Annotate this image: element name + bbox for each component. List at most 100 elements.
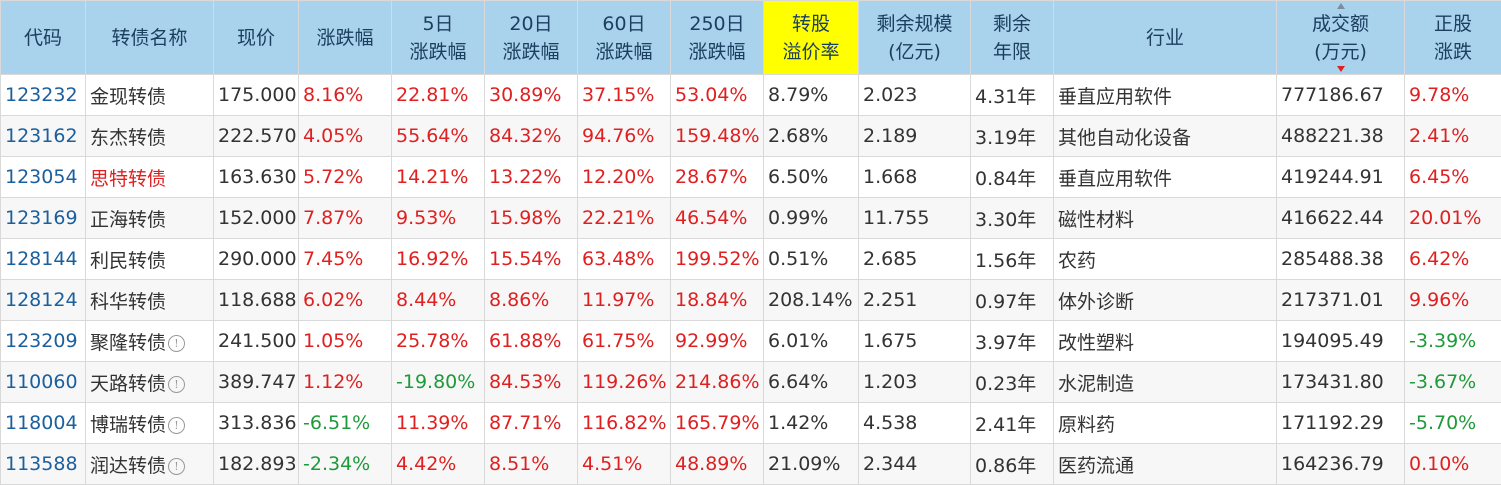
column-header-volume[interactable]: 成交额(万元) (1277, 1, 1405, 75)
column-header-price[interactable]: 现价 (214, 1, 299, 75)
cell-stock_change: 9.78% (1405, 75, 1501, 116)
cell-price: 118.688 (214, 280, 299, 321)
cell-chg250: 92.99% (671, 321, 764, 362)
cell-name[interactable]: 润达转债! (86, 444, 214, 485)
column-header-chg20[interactable]: 20日涨跌幅 (485, 1, 578, 75)
cell-code[interactable]: 123232 (1, 75, 86, 116)
cell-chg5: 8.44% (392, 280, 485, 321)
bond-name-link[interactable]: 科华转债 (90, 291, 166, 313)
bond-name-link[interactable]: 聚隆转债 (90, 332, 166, 354)
cell-code[interactable]: 113588 (1, 444, 86, 485)
column-header-label: 剩余 (971, 10, 1053, 38)
cell-code[interactable]: 123169 (1, 198, 86, 239)
info-circle-icon[interactable]: ! (168, 417, 185, 434)
cell-name[interactable]: 科华转债 (86, 280, 214, 321)
bond-name-link[interactable]: 润达转债 (90, 455, 166, 477)
cell-name[interactable]: 思特转债 (86, 157, 214, 198)
cell-industry: 体外诊断 (1054, 280, 1277, 321)
cell-name[interactable]: 东杰转债 (86, 116, 214, 157)
cell-years: 3.30年 (971, 198, 1054, 239)
column-header-label: 转股 (764, 10, 858, 38)
cell-code[interactable]: 123209 (1, 321, 86, 362)
sort-descending-icon[interactable] (1337, 66, 1345, 72)
bond-name-link[interactable]: 思特转债 (90, 168, 166, 190)
cell-industry: 改性塑料 (1054, 321, 1277, 362)
column-header-premium[interactable]: 转股溢价率 (764, 1, 859, 75)
column-header-years[interactable]: 剩余年限 (971, 1, 1054, 75)
cell-chg250: 28.67% (671, 157, 764, 198)
column-header-label: 溢价率 (764, 38, 858, 66)
info-circle-icon[interactable]: ! (168, 335, 185, 352)
cell-chg60: 12.20% (578, 157, 671, 198)
cell-price: 389.747 (214, 362, 299, 403)
cell-years: 0.23年 (971, 362, 1054, 403)
cell-industry: 垂直应用软件 (1054, 157, 1277, 198)
cell-name[interactable]: 利民转债 (86, 239, 214, 280)
cell-chg250: 165.79% (671, 403, 764, 444)
info-circle-icon[interactable]: ! (168, 376, 185, 393)
cell-stock_change: -3.39% (1405, 321, 1501, 362)
column-header-chg250[interactable]: 250日涨跌幅 (671, 1, 764, 75)
cell-chg5: 11.39% (392, 403, 485, 444)
column-header-size[interactable]: 剩余规模(亿元) (859, 1, 971, 75)
cell-code[interactable]: 110060 (1, 362, 86, 403)
cell-name[interactable]: 博瑞转债! (86, 403, 214, 444)
cell-code[interactable]: 128124 (1, 280, 86, 321)
column-header-chg60[interactable]: 60日涨跌幅 (578, 1, 671, 75)
bond-name-link[interactable]: 天路转债 (90, 373, 166, 395)
cell-chg60: 94.76% (578, 116, 671, 157)
bond-name-link[interactable]: 利民转债 (90, 250, 166, 272)
cell-chg250: 159.48% (671, 116, 764, 157)
cell-change: 1.12% (299, 362, 392, 403)
bond-name-link[interactable]: 博瑞转债 (90, 414, 166, 436)
cell-size: 4.538 (859, 403, 971, 444)
column-header-chg5[interactable]: 5日涨跌幅 (392, 1, 485, 75)
cell-volume: 285488.38 (1277, 239, 1405, 280)
bond-name-link[interactable]: 正海转债 (90, 209, 166, 231)
column-header-change[interactable]: 涨跌幅 (299, 1, 392, 75)
cell-premium: 0.99% (764, 198, 859, 239)
bond-name-link[interactable]: 金现转债 (90, 86, 166, 108)
cell-chg20: 8.51% (485, 444, 578, 485)
sort-ascending-icon[interactable] (1337, 3, 1345, 9)
cell-code[interactable]: 128144 (1, 239, 86, 280)
cell-chg250: 53.04% (671, 75, 764, 116)
column-header-label: 成交额 (1277, 10, 1404, 38)
column-header-industry[interactable]: 行业 (1054, 1, 1277, 75)
cell-price: 182.893 (214, 444, 299, 485)
cell-name[interactable]: 金现转债 (86, 75, 214, 116)
cell-name[interactable]: 天路转债! (86, 362, 214, 403)
info-circle-icon[interactable]: ! (168, 458, 185, 475)
cell-code[interactable]: 123054 (1, 157, 86, 198)
cell-premium: 208.14% (764, 280, 859, 321)
cell-code[interactable]: 123162 (1, 116, 86, 157)
cell-code[interactable]: 118004 (1, 403, 86, 444)
column-header-stock_change[interactable]: 正股涨跌 (1405, 1, 1501, 75)
cell-chg20: 84.32% (485, 116, 578, 157)
cell-name[interactable]: 正海转债 (86, 198, 214, 239)
column-header-name[interactable]: 转债名称 (86, 1, 214, 75)
column-header-label: 5日 (392, 10, 484, 38)
cell-stock_change: 20.01% (1405, 198, 1501, 239)
cell-name[interactable]: 聚隆转债! (86, 321, 214, 362)
cell-volume: 173431.80 (1277, 362, 1405, 403)
column-header-code[interactable]: 代码 (1, 1, 86, 75)
cell-chg250: 214.86% (671, 362, 764, 403)
bond-name-link[interactable]: 东杰转债 (90, 127, 166, 149)
cell-change: -6.51% (299, 403, 392, 444)
cell-chg5: 14.21% (392, 157, 485, 198)
cell-stock_change: 2.41% (1405, 116, 1501, 157)
cell-chg20: 61.88% (485, 321, 578, 362)
cell-size: 1.675 (859, 321, 971, 362)
